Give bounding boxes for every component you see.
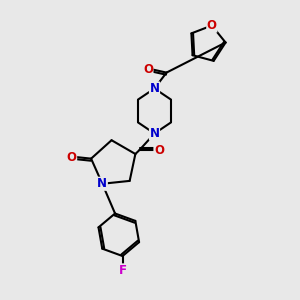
Text: O: O — [207, 19, 217, 32]
Text: O: O — [143, 63, 153, 76]
Text: N: N — [149, 127, 160, 140]
Text: F: F — [118, 264, 127, 277]
Text: N: N — [149, 82, 160, 95]
Text: O: O — [67, 151, 76, 164]
Text: N: N — [97, 177, 107, 190]
Text: O: O — [154, 143, 164, 157]
